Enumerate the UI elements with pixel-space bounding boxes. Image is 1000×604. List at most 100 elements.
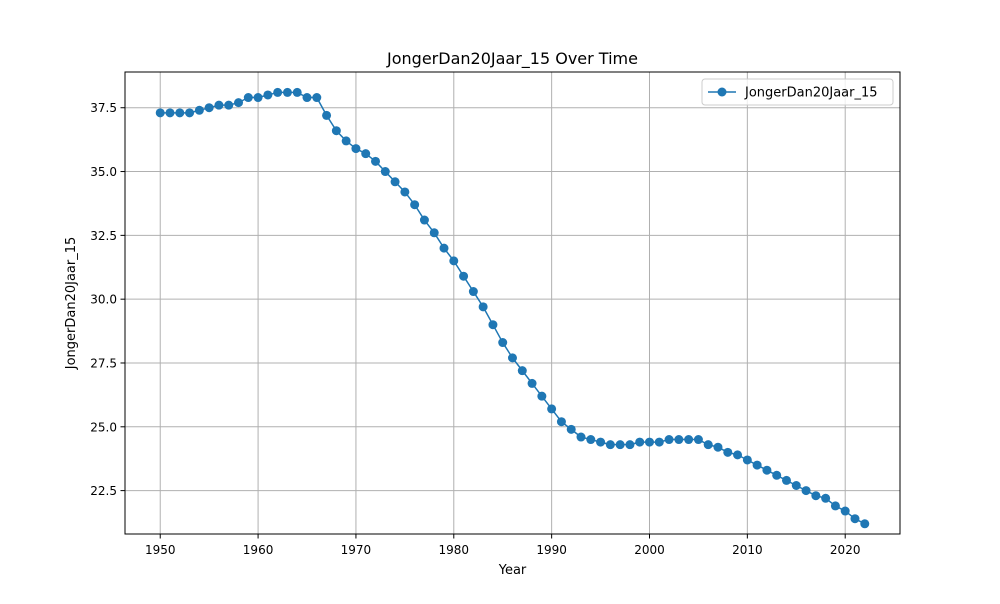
data-point: [204, 103, 214, 113]
data-point: [165, 108, 175, 118]
data-point: [234, 98, 244, 108]
data-point: [449, 256, 459, 266]
data-point: [498, 338, 508, 348]
data-point: [331, 126, 341, 136]
y-tick-label: 30.0: [90, 293, 117, 307]
data-point: [459, 271, 469, 281]
data-point: [566, 424, 576, 434]
y-axis-label: JongerDan20Jaar_15: [64, 237, 79, 371]
data-point: [390, 177, 400, 187]
data-point: [273, 87, 283, 97]
x-tick-label: 1950: [145, 543, 176, 557]
data-point: [224, 100, 234, 110]
gridlines: [125, 72, 900, 534]
data-point: [282, 87, 292, 97]
data-point: [155, 108, 165, 118]
data-point: [684, 435, 694, 445]
data-point: [380, 167, 390, 177]
series-line: [160, 91, 866, 525]
data-point: [508, 353, 517, 363]
data-point: [860, 519, 870, 529]
legend: JongerDan20Jaar_15: [701, 78, 894, 106]
data-point: [772, 470, 782, 480]
data-point: [781, 475, 791, 485]
data-point: [635, 437, 645, 447]
data-point: [341, 136, 351, 146]
data-point: [791, 481, 801, 490]
x-tick-label: 2000: [634, 543, 665, 557]
data-point: [733, 450, 743, 460]
data-point: [322, 110, 332, 120]
data-point: [693, 435, 703, 445]
y-tick-label: 25.0: [90, 420, 117, 434]
data-point: [371, 156, 381, 166]
data-point: [214, 100, 224, 110]
data-point: [292, 87, 302, 97]
y-tick-label: 37.5: [90, 101, 117, 115]
y-axis-ticks: 22.5 25.0 27.5 30.0 32.5 35.0 37.5: [90, 101, 125, 498]
y-tick-label: 32.5: [90, 229, 117, 243]
series-layer: [155, 87, 870, 529]
data-point: [830, 501, 840, 511]
y-tick-label: 27.5: [90, 356, 117, 370]
y-tick-label: 35.0: [90, 165, 117, 179]
data-point: [547, 404, 557, 414]
data-point: [439, 243, 449, 253]
plot-area-frame: [124, 71, 901, 535]
data-point: [752, 460, 762, 470]
data-point: [527, 378, 537, 388]
data-point: [517, 366, 527, 376]
data-point: [468, 287, 478, 297]
data-point: [185, 108, 195, 118]
x-tick-label: 1960: [243, 543, 274, 557]
data-point: [400, 187, 410, 197]
data-point: [596, 437, 606, 447]
data-point: [605, 440, 615, 450]
data-point: [674, 435, 684, 445]
x-tick-label: 2020: [830, 543, 861, 557]
y-tick-label: 22.5: [90, 484, 117, 498]
data-point: [811, 491, 821, 501]
data-point: [351, 144, 361, 154]
data-point: [644, 437, 654, 447]
legend-label: JongerDan20Jaar_15: [744, 86, 878, 101]
x-tick-label: 1970: [341, 543, 372, 557]
data-point: [762, 465, 772, 475]
data-point: [253, 93, 263, 103]
data-point: [625, 440, 635, 450]
data-point: [175, 108, 185, 118]
data-point: [478, 302, 488, 312]
x-axis-label: Year: [498, 563, 527, 578]
data-point: [488, 320, 498, 330]
data-point: [664, 435, 674, 445]
data-point: [801, 486, 811, 496]
data-point: [243, 93, 253, 103]
x-tick-label: 1990: [536, 543, 567, 557]
data-point: [713, 442, 723, 452]
data-point: [419, 215, 429, 225]
data-point: [615, 440, 625, 450]
legend-marker-swatch: [717, 87, 727, 97]
data-point: [850, 514, 860, 524]
data-point: [361, 149, 371, 159]
data-point: [410, 200, 420, 210]
data-point: [821, 493, 831, 503]
data-point: [194, 105, 204, 115]
data-point: [263, 90, 273, 100]
data-point: [703, 440, 713, 450]
data-point: [723, 447, 733, 457]
chart-title: JongerDan20Jaar_15 Over Time: [386, 49, 638, 69]
data-point: [654, 437, 664, 447]
data-point: [537, 391, 547, 401]
data-point: [586, 435, 596, 445]
data-point: [429, 228, 439, 238]
legend-box: [701, 78, 894, 106]
data-point: [576, 432, 586, 442]
data-point: [302, 93, 312, 103]
x-tick-label: 1980: [439, 543, 470, 557]
x-axis-ticks: 1950 1960 1970 1980 1990 2000 2010 2020: [145, 534, 861, 557]
x-tick-label: 2010: [732, 543, 763, 557]
data-point: [312, 93, 322, 103]
